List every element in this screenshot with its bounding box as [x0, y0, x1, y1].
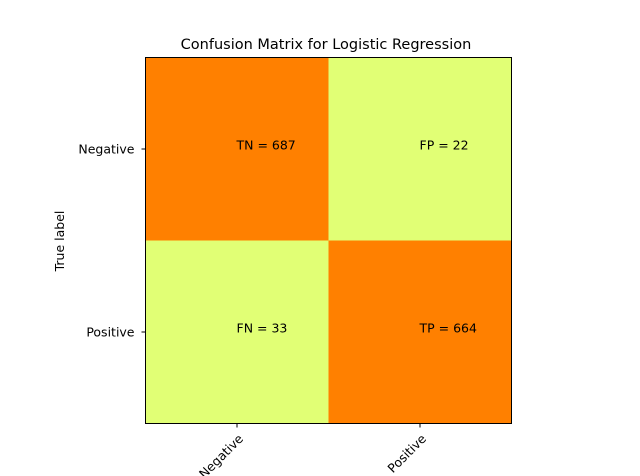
x-axis-ticks: Negative Positive — [196, 423, 429, 476]
x-tick-label: Negative — [196, 431, 246, 476]
matrix-cell — [328, 57, 512, 241]
matrix-cell — [145, 57, 329, 241]
cell-value-label: TN = 687 — [236, 138, 296, 153]
cell-value-label: TP = 664 — [419, 321, 477, 336]
cell-value-label: FN = 33 — [237, 321, 288, 336]
y-tick-label: Negative — [78, 142, 134, 157]
matrix-cell-texts: TN = 687 FP = 22 FN = 33 TP = 664 — [236, 138, 477, 336]
matrix-cell — [328, 240, 512, 424]
y-axis-label: True label — [52, 211, 67, 273]
matrix-cells — [145, 57, 512, 424]
cell-value-label: FP = 22 — [420, 138, 469, 153]
matrix-cell — [145, 240, 329, 424]
y-axis-ticks: Negative Positive — [78, 142, 146, 340]
x-tick-label: Positive — [384, 431, 429, 476]
chart-title: Confusion Matrix for Logistic Regression — [181, 37, 472, 53]
plot-frame — [145, 57, 512, 424]
y-tick-label: Positive — [86, 325, 134, 340]
